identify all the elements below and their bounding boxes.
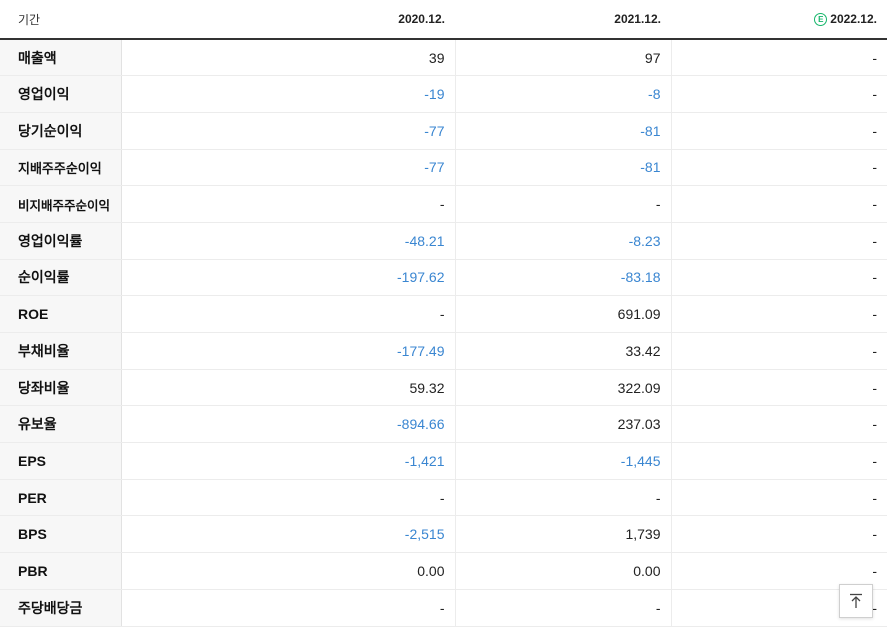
table-row: 영업이익 -19 -8- xyxy=(0,75,887,113)
value-cell: 691.09 xyxy=(455,295,672,333)
value-cell: - xyxy=(671,295,887,333)
value-cell: 1,739 xyxy=(455,515,672,554)
column-header-2020: 2020.12. xyxy=(121,0,455,40)
table-row: EPS -1,421 -1,445- xyxy=(0,442,887,480)
value-cell: - xyxy=(671,259,887,297)
row-label: 당좌비율 xyxy=(0,369,122,407)
table-row: 주당배당금 - - - xyxy=(0,588,887,627)
row-label: 매출액 xyxy=(0,39,122,77)
table-row: BPS -2,515 1,739- xyxy=(0,515,887,554)
row-label: BPS xyxy=(0,515,122,554)
value-cell: - xyxy=(671,479,887,517)
value-cell: 0.00 xyxy=(455,552,672,590)
value-cell: - xyxy=(671,332,887,370)
row-label: 영업이익률 xyxy=(0,221,122,260)
table-row: 부채비율 -177.49 33.42- xyxy=(0,332,887,370)
value-cell: - xyxy=(671,552,887,590)
table-row: PBR 0.00 0.00- xyxy=(0,552,887,590)
value-cell: -177.49 xyxy=(121,332,456,370)
row-label: 순이익률 xyxy=(0,259,122,297)
value-cell: 237.03 xyxy=(455,405,672,444)
value-cell: - xyxy=(455,588,672,627)
value-cell: -77 xyxy=(121,149,456,187)
value-cell: - xyxy=(121,185,456,223)
value-cell: - xyxy=(671,405,887,444)
row-label: 유보율 xyxy=(0,405,122,444)
value-cell: 322.09 xyxy=(455,369,672,407)
table-row: 당좌비율 59.32 322.09- xyxy=(0,369,887,407)
row-label: 부채비율 xyxy=(0,332,122,370)
value-cell: -81 xyxy=(455,112,672,150)
table-row: ROE -691.09- xyxy=(0,295,887,333)
table-row: 비지배주주순이익 - - - xyxy=(0,185,887,223)
value-cell: -8 xyxy=(455,75,672,113)
table-row: 순이익률 -197.62 -83.18- xyxy=(0,259,887,297)
value-cell: -894.66 xyxy=(121,405,456,444)
value-cell: 39 xyxy=(121,39,456,77)
value-cell: 59.32 xyxy=(121,369,456,407)
value-cell: - xyxy=(671,185,887,223)
value-cell: 33.42 xyxy=(455,332,672,370)
value-cell: -77 xyxy=(121,112,456,150)
row-label: 당기순이익 xyxy=(0,112,122,150)
value-cell: -197.62 xyxy=(121,259,456,297)
value-cell: - xyxy=(455,479,672,517)
value-cell: - xyxy=(671,369,887,407)
row-label: ROE xyxy=(0,295,122,333)
value-cell: - xyxy=(671,112,887,150)
column-header-2022-label: 2022.12. xyxy=(830,12,877,26)
value-cell: - xyxy=(121,295,456,333)
value-cell: - xyxy=(121,588,456,627)
value-cell: 97 xyxy=(455,39,672,77)
value-cell: - xyxy=(671,442,887,480)
value-cell: -81 xyxy=(455,149,672,187)
row-label: EPS xyxy=(0,442,122,480)
row-label: PBR xyxy=(0,552,122,590)
column-header-2022: E 2022.12. xyxy=(671,0,887,40)
row-label: PER xyxy=(0,479,122,517)
table-row: 영업이익률 -48.21 -8.23- xyxy=(0,221,887,260)
table-row: 매출액 39 97- xyxy=(0,39,887,77)
value-cell: -19 xyxy=(121,75,456,113)
row-label: 주당배당금 xyxy=(0,588,122,627)
value-cell: -2,515 xyxy=(121,515,456,554)
value-cell: - xyxy=(671,515,887,554)
value-cell: -1,421 xyxy=(121,442,456,480)
table-row: PER - - - xyxy=(0,479,887,517)
table-header-row: 기간 2020.12. 2021.12. E 2022.12. xyxy=(0,0,887,40)
arrow-up-to-top-icon xyxy=(850,593,862,608)
value-cell: -83.18 xyxy=(455,259,672,297)
value-cell: -8.23 xyxy=(455,221,672,260)
table-row: 당기순이익 -77 -81- xyxy=(0,112,887,150)
value-cell: -48.21 xyxy=(121,221,456,260)
value-cell: -1,445 xyxy=(455,442,672,480)
row-label: 지배주주순이익 xyxy=(0,149,122,187)
estimate-icon: E xyxy=(814,13,828,26)
value-cell: - xyxy=(671,75,887,113)
row-label: 비지배주주순이익 xyxy=(0,185,122,223)
value-cell: - xyxy=(121,479,456,517)
row-label: 영업이익 xyxy=(0,75,122,113)
scroll-top-button[interactable] xyxy=(839,584,873,618)
value-cell: - xyxy=(671,149,887,187)
column-header-2021: 2021.12. xyxy=(455,0,671,40)
value-cell: - xyxy=(671,221,887,260)
value-cell: 0.00 xyxy=(121,552,456,590)
table-row: 유보율 -894.66 237.03- xyxy=(0,405,887,444)
table-row: 지배주주순이익 -77 -81- xyxy=(0,149,887,187)
value-cell: - xyxy=(671,39,887,77)
period-header: 기간 xyxy=(0,0,121,40)
value-cell: - xyxy=(455,185,672,223)
